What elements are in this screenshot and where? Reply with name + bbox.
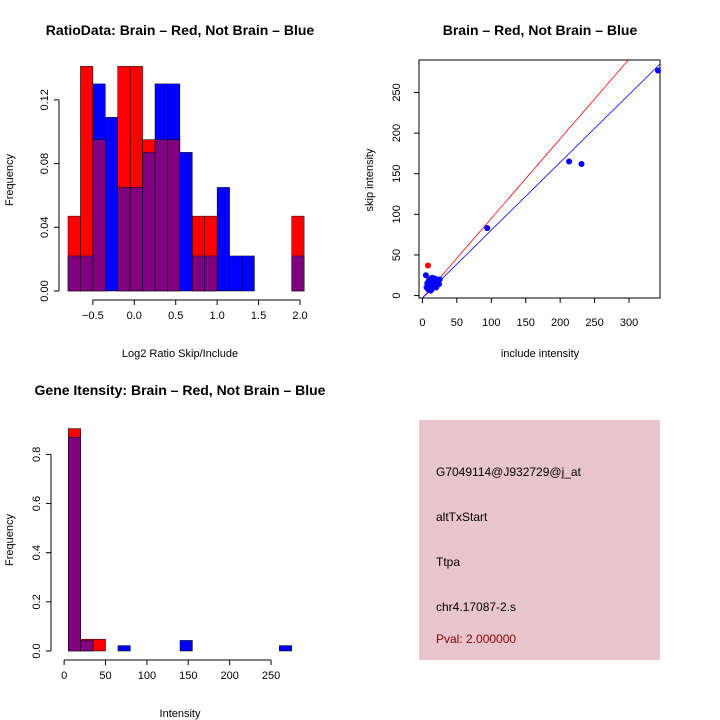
gene-intensity-bar-overlap xyxy=(68,436,81,652)
ratio-bar-overlap xyxy=(167,139,181,292)
ratio-bar-overlap xyxy=(129,187,143,292)
scatter-x-tick-label: 0 xyxy=(419,317,425,329)
ratio-x-tick-label: 1.5 xyxy=(251,310,266,322)
scatter-points xyxy=(422,67,661,294)
location-text: chr4.17087-2.s xyxy=(436,600,516,614)
scatter-y-tick-label: 50 xyxy=(391,249,403,261)
scatter-y-tick-label: 200 xyxy=(391,124,403,142)
gene-intensity-y-tick-label: 0.2 xyxy=(31,594,43,609)
not-brain-point xyxy=(436,276,443,283)
info-panel: G7049114@J932729@j_at altTxStart Ttpa ch… xyxy=(419,420,660,660)
scatter-x-tick-label: 50 xyxy=(451,317,463,329)
gene-name-text: Ttpa xyxy=(436,555,460,569)
scatter-xlabel: include intensity xyxy=(501,348,580,360)
scatter-y-tick-label: 100 xyxy=(391,205,403,223)
intensity-scatter-panel: Brain – Red, Not Brain – Blue 0 50 100 150 2… xyxy=(364,22,661,360)
ratio-bar-overlap xyxy=(142,152,156,292)
ratio-bar-overlap xyxy=(117,187,131,292)
ratio-histogram-bars xyxy=(67,66,305,292)
scatter-title: Brain – Red, Not Brain – Blue xyxy=(443,22,638,38)
not-brain-point xyxy=(654,67,661,74)
ratio-histogram-ylabel: Frequency xyxy=(4,154,16,206)
scatter-y-tick-label: 150 xyxy=(391,165,403,183)
not-brain-point xyxy=(578,160,585,167)
probe-id-text: G7049114@J932729@j_at xyxy=(436,465,582,479)
gene-intensity-xlabel: Intensity xyxy=(160,708,201,720)
gene-intensity-bar-not-brain xyxy=(179,640,193,652)
scatter-axes: 0 50 100 150 200 250 300 0 50 100 150 200 250 xyxy=(391,83,638,329)
scatter-plot-box xyxy=(418,59,661,299)
ratio-histogram-xlabel: Log2 Ratio Skip/Include xyxy=(122,348,238,360)
scatter-x-tick-label: 150 xyxy=(517,317,535,329)
ratio-histogram-panel: RatioData: Brain – Red, Not Brain – Blue… xyxy=(4,22,314,360)
ratio-bar-overlap xyxy=(204,255,218,292)
gene-intensity-x-tick-label: 50 xyxy=(99,670,111,682)
gene-intensity-bars xyxy=(68,428,292,652)
gene-intensity-y-tick-label: 0.4 xyxy=(31,545,43,560)
gene-intensity-bar-not-brain xyxy=(117,645,131,652)
ratio-y-tick-label: 0.08 xyxy=(39,153,51,174)
ratio-x-tick-label: 0.5 xyxy=(168,310,183,322)
scatter-x-tick-label: 200 xyxy=(551,317,569,329)
scatter-x-tick-label: 300 xyxy=(620,317,638,329)
not-brain-point xyxy=(435,281,442,288)
ratio-bar-overlap xyxy=(67,255,81,292)
not-brain-point xyxy=(484,225,491,232)
gene-intensity-y-tick-label: 0.0 xyxy=(31,643,43,658)
ratio-histogram-title: RatioData: Brain – Red, Not Brain – Blue xyxy=(46,22,315,38)
ratio-bar-overlap xyxy=(92,139,106,292)
brain-point xyxy=(424,262,431,269)
scatter-x-tick-label: 100 xyxy=(482,317,500,329)
ratio-bar-overlap xyxy=(192,255,205,292)
gene-intensity-x-tick-label: 0 xyxy=(61,670,67,682)
ratio-bar-not-brain xyxy=(179,152,193,292)
gene-intensity-x-tick-label: 100 xyxy=(138,670,156,682)
ratio-bar-not-brain xyxy=(229,255,243,292)
ratio-bar-overlap xyxy=(80,255,94,292)
gene-intensity-bar-not-brain xyxy=(279,645,292,652)
scatter-y-tick-label: 0 xyxy=(391,293,403,299)
gene-intensity-x-tick-label: 250 xyxy=(262,670,280,682)
gene-intensity-ylabel: Frequency xyxy=(4,514,16,566)
gene-intensity-title: Gene Itensity: Brain – Red, Not Brain – … xyxy=(35,382,326,398)
gene-intensity-axes: 0 50 100 150 200 250 0.0 0.2 0.4 0.6 0.8 xyxy=(31,447,280,682)
scatter-fit-lines xyxy=(421,60,660,298)
ratio-histogram-axes: −0.5 0.0 0.5 1.0 1.5 2.0 0.00 0.04 0.08 0.12 xyxy=(39,89,308,322)
scatter-y-tick-label: 250 xyxy=(391,83,403,101)
scatter-ylabel: skip intensity xyxy=(364,148,376,211)
ratio-x-tick-label: 0.0 xyxy=(127,310,142,322)
ratio-bar-not-brain xyxy=(105,117,118,292)
gene-intensity-y-tick-label: 0.6 xyxy=(31,496,43,511)
info-panel-background xyxy=(419,420,660,660)
gene-intensity-bar-brain xyxy=(92,638,106,652)
gene-intensity-x-tick-label: 200 xyxy=(220,670,238,682)
not-brain-fit-line xyxy=(421,63,660,298)
ratio-bar-not-brain xyxy=(241,255,255,292)
ratio-y-tick-label: 0.00 xyxy=(39,280,51,301)
ratio-x-tick-label: 2.0 xyxy=(292,310,307,322)
gene-intensity-bar-overlap xyxy=(80,640,94,652)
gene-intensity-x-tick-label: 150 xyxy=(179,670,197,682)
not-brain-point xyxy=(422,272,429,279)
gene-intensity-y-tick-label: 0.8 xyxy=(31,447,43,462)
ratio-x-tick-label: 1.0 xyxy=(209,310,224,322)
ratio-x-tick-label: −0.5 xyxy=(82,310,104,322)
pval-text: Pval: 2.000000 xyxy=(436,632,516,646)
ratio-bar-not-brain xyxy=(216,187,230,292)
ratio-y-tick-label: 0.12 xyxy=(39,89,51,110)
brain-fit-line xyxy=(421,60,629,298)
event-type-text: altTxStart xyxy=(436,510,488,524)
ratio-y-tick-label: 0.04 xyxy=(39,217,51,238)
ratio-bar-overlap xyxy=(291,255,305,292)
gene-intensity-histogram-panel: Gene Itensity: Brain – Red, Not Brain – … xyxy=(4,382,326,720)
scatter-x-tick-label: 250 xyxy=(585,317,603,329)
not-brain-point xyxy=(566,158,573,165)
ratio-bar-overlap xyxy=(154,139,168,292)
